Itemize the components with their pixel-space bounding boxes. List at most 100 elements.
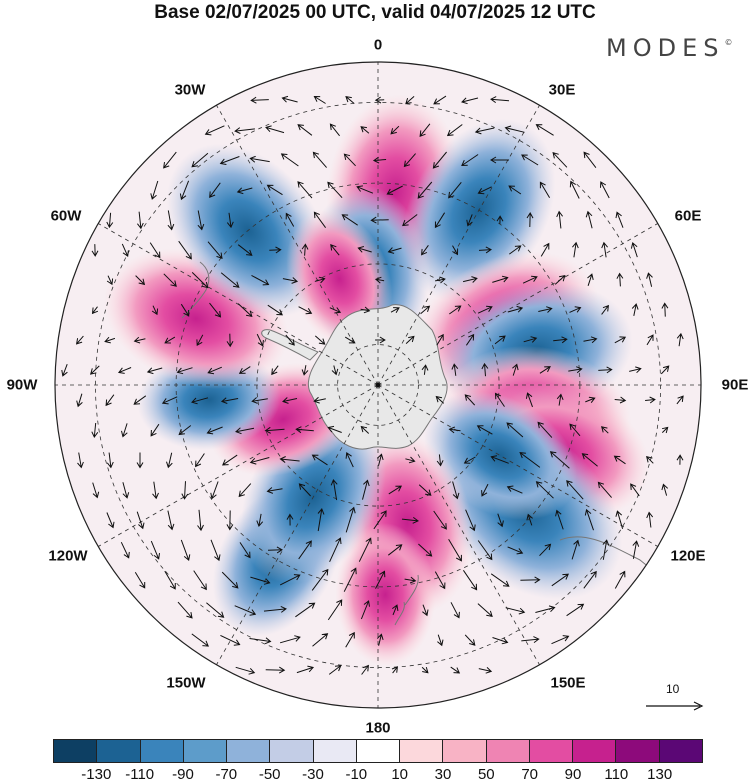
wind-arrow: [166, 452, 173, 469]
wind-arrow: [250, 576, 271, 585]
colorbar-swatch: [183, 740, 228, 762]
wind-arrow: [279, 635, 301, 644]
wind-arrow: [341, 214, 358, 226]
wind-arrow: [330, 478, 338, 501]
wind-arrow: [631, 303, 639, 316]
wind-arrow: [313, 211, 327, 228]
wind-arrow: [220, 397, 239, 404]
wind-arrow: [614, 336, 627, 344]
wind-arrow: [237, 303, 253, 318]
wind-arrow: [152, 481, 159, 500]
wind-arrow: [249, 457, 270, 465]
wind-arrow: [163, 151, 177, 169]
wind-arrow: [226, 510, 234, 531]
wind-arrow: [452, 481, 460, 500]
wind-arrow: [121, 423, 128, 438]
wind-arrow: [452, 245, 459, 256]
meridian-line: [377, 105, 540, 386]
wind-arrow: [461, 97, 479, 105]
wind-arrow: [551, 573, 569, 587]
wind-arrow: [219, 156, 240, 165]
wind-arrow: [327, 425, 342, 433]
wind-arrow: [298, 306, 313, 315]
wind-arrow: [235, 666, 256, 675]
wind-arrow: [597, 481, 612, 498]
wind-arrow: [490, 573, 510, 587]
wind-arrow: [615, 510, 624, 529]
wind-arrow: [135, 275, 146, 286]
wind-arrow: [238, 483, 252, 498]
colorbar-swatch: [573, 740, 617, 762]
wind-arrow: [281, 95, 298, 103]
colorbar-swatch: [400, 740, 444, 762]
wind-arrow: [267, 304, 284, 316]
wind-arrow: [197, 509, 204, 532]
wind-arrow: [298, 540, 312, 560]
wind-arrow: [601, 241, 608, 258]
wind-arrow: [314, 335, 326, 345]
colorbar-tick-label: 70: [521, 766, 539, 783]
wind-arrow: [282, 397, 298, 404]
south-america-tip: [181, 261, 210, 319]
wind-arrow: [477, 186, 492, 195]
wind-arrow: [191, 397, 209, 405]
colorbar-tick-label: -130: [81, 766, 112, 783]
wind-arrow: [222, 454, 238, 466]
wind-arrow: [435, 395, 445, 404]
anomaly-field: [103, 94, 650, 667]
wind-arrow: [404, 576, 417, 584]
wind-arrow: [661, 426, 669, 434]
wind-arrow: [496, 215, 504, 224]
wind-arrow: [266, 487, 283, 494]
wind-arrow: [375, 570, 386, 589]
wind-arrow: [401, 516, 419, 524]
wind-arrow: [221, 571, 239, 589]
wind-arrow: [432, 151, 447, 169]
wind-arrow: [375, 336, 386, 344]
wind-arrow: [676, 332, 684, 347]
meridian-line: [216, 384, 379, 665]
wind-arrow: [134, 571, 146, 589]
wind-arrow: [178, 425, 192, 436]
wind-arrow: [508, 185, 522, 195]
wind-arrow: [265, 125, 285, 134]
wind-arrow: [133, 336, 146, 344]
wind-arrow: [535, 605, 556, 613]
wind-arrow: [177, 601, 193, 619]
wind-arrow: [236, 187, 253, 195]
meridian-line: [216, 105, 379, 386]
wind-arrow: [150, 180, 159, 200]
wind-arrow: [195, 453, 205, 468]
colorbar-tick-label: 10: [391, 766, 409, 783]
wind-arrow: [464, 634, 476, 646]
wind-arrow: [191, 272, 209, 289]
wind-arrow: [405, 335, 415, 344]
wind-arrow: [179, 180, 190, 201]
wind-arrow: [466, 214, 473, 227]
wind-arrow: [554, 274, 566, 285]
wind-arrow: [571, 539, 580, 560]
wind-arrow: [89, 365, 100, 375]
wind-arrow: [285, 212, 295, 227]
wind-arrow: [418, 484, 432, 496]
wind-arrow: [462, 570, 478, 591]
wind-arrow: [238, 366, 251, 374]
colorbar-swatch: [140, 740, 184, 762]
wind-arrow: [568, 366, 583, 374]
meridian-line: [377, 384, 540, 665]
wind-arrow: [178, 240, 192, 260]
colorbar-tick-label: 30: [434, 766, 452, 783]
colorbar-tick-label: 90: [564, 766, 582, 783]
wind-arrow: [106, 512, 115, 529]
wind-arrow: [122, 482, 130, 499]
wind-arrow: [492, 637, 509, 645]
wind-arrow: [477, 305, 493, 314]
wind-arrow: [572, 241, 579, 258]
south-pole-marker: [375, 382, 381, 388]
wind-arrow: [220, 634, 241, 646]
wind-arrow: [583, 570, 597, 589]
wind-arrow: [421, 666, 429, 674]
wind-arrow: [464, 394, 476, 406]
wind-arrow: [434, 212, 446, 229]
